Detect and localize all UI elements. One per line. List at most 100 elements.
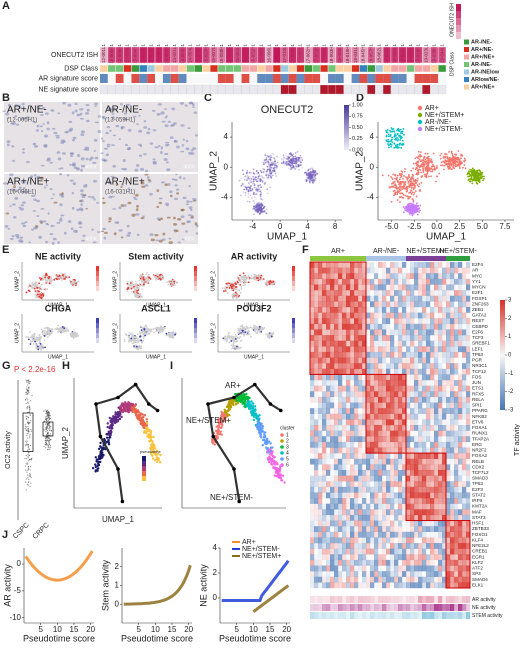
cell-point	[312, 173, 315, 175]
heat-cell	[326, 267, 331, 274]
cell-point	[57, 324, 60, 327]
cell-point	[398, 172, 401, 175]
cell-point	[259, 190, 262, 193]
heat-cell	[382, 318, 387, 325]
nucleus	[143, 153, 147, 156]
cell-point	[54, 327, 57, 330]
nucleus	[134, 198, 138, 201]
cell-point	[39, 337, 42, 340]
heat-cell	[442, 306, 447, 313]
heat-cell	[430, 329, 435, 336]
heat-cell	[442, 290, 447, 296]
cell-point	[123, 340, 126, 343]
cell-point	[251, 187, 254, 190]
cell-point	[273, 158, 276, 161]
nucleus	[97, 115, 102, 118]
cell-point	[387, 133, 390, 136]
cell-point	[40, 294, 43, 297]
heat-cell	[458, 284, 463, 291]
ish-cell	[327, 46, 337, 64]
cell-point	[127, 287, 130, 289]
cell-point	[438, 172, 441, 175]
heat-cell	[410, 318, 415, 325]
cell-point	[43, 334, 46, 337]
heat-cell	[450, 318, 455, 325]
cell-point	[253, 184, 256, 187]
cell-point	[308, 174, 311, 176]
heat-cell	[346, 290, 351, 296]
nucleus	[174, 184, 178, 187]
heat-cell	[370, 323, 375, 330]
nucleus	[177, 241, 181, 244]
ish-cell	[162, 46, 171, 64]
cell-point	[288, 156, 290, 159]
y-axis-label: UMAP_2	[210, 323, 216, 343]
cell-point	[259, 193, 262, 196]
class-cell	[343, 64, 352, 73]
cell-point	[270, 162, 273, 165]
class-cell	[398, 64, 407, 73]
nucleus	[68, 120, 73, 124]
cell-point	[226, 336, 228, 339]
cell-point	[458, 167, 461, 169]
heat-cell	[322, 323, 327, 330]
cell-point	[267, 176, 270, 179]
nucleus	[131, 213, 136, 217]
heat-cell	[310, 323, 315, 330]
heat-cell	[422, 323, 427, 330]
cell-point	[293, 160, 296, 163]
heat-cell	[310, 329, 315, 336]
heat-cell	[358, 323, 363, 330]
ish-cell	[264, 46, 274, 64]
cell-point	[60, 328, 63, 331]
cell-point	[265, 157, 268, 159]
cell-point	[226, 284, 229, 287]
image-bg	[4, 102, 100, 172]
nucleus	[31, 228, 35, 231]
cell-point	[232, 344, 235, 347]
nucleus	[50, 197, 54, 200]
heat-cell	[446, 278, 451, 285]
nucleus	[21, 190, 26, 194]
cell-point	[233, 288, 236, 291]
nucleus	[24, 221, 28, 224]
cell-point	[411, 208, 414, 211]
nucleus	[6, 117, 10, 120]
heat-cell	[346, 262, 351, 268]
cell-point	[271, 161, 274, 163]
heat-cell	[322, 335, 327, 341]
cell-point	[34, 290, 37, 293]
heat-cell	[334, 267, 339, 274]
cell-point	[143, 326, 146, 329]
cell-point	[294, 157, 297, 160]
heat-cell	[374, 284, 379, 291]
cell-point	[43, 274, 46, 277]
nucleus	[22, 224, 27, 228]
nucleus	[80, 168, 83, 172]
cell-point	[451, 168, 453, 170]
cell-point	[148, 332, 151, 335]
nucleus	[80, 193, 85, 196]
nucleus	[126, 224, 130, 228]
cell-point	[410, 176, 413, 179]
cell-point	[265, 158, 268, 161]
ar-score-cell	[233, 74, 242, 83]
cell-point	[39, 285, 42, 288]
heat-cell	[326, 301, 331, 308]
legend-swatch	[464, 47, 469, 52]
cell-point	[234, 340, 237, 343]
cell-point	[46, 281, 49, 284]
heat-cell	[394, 318, 399, 325]
cell-point	[275, 167, 278, 169]
cell-point	[483, 177, 485, 180]
heat-cell	[410, 306, 415, 313]
heat-cell	[346, 284, 351, 291]
heat-cell	[366, 284, 371, 291]
cell-point	[249, 335, 252, 338]
cell-point	[253, 327, 255, 330]
heat-cell	[462, 323, 467, 330]
cell-point	[270, 156, 273, 159]
ish-cell	[194, 46, 203, 64]
cell-point	[430, 170, 432, 173]
ihc-image	[100, 101, 198, 173]
